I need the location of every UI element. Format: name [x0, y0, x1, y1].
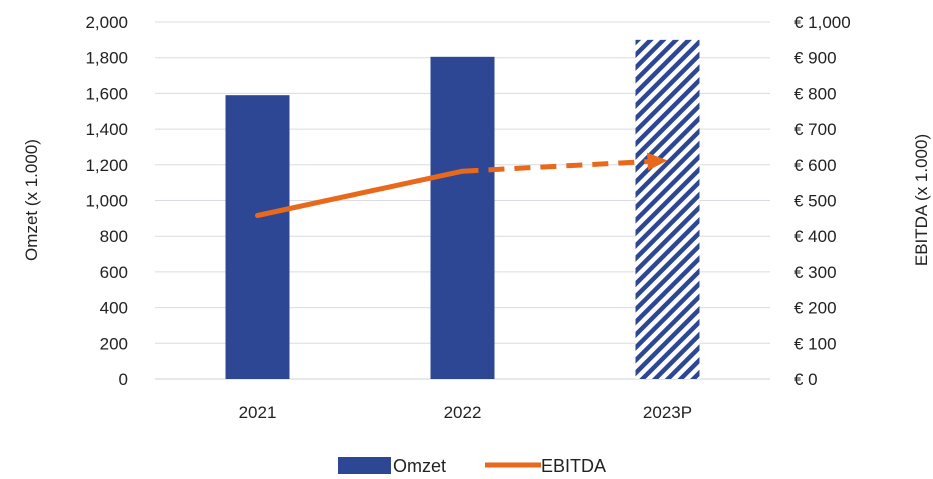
y2-tick-label: € 500	[794, 192, 837, 211]
y2-tick-label: € 800	[794, 84, 837, 103]
left-axis-ticks: 0 200 400 600 800 1,000 1,200 1,400 1,600 1,800 2,…	[85, 13, 128, 389]
ebitda-line	[255, 152, 668, 218]
ebitda-segment	[255, 168, 465, 218]
bar-omzet	[225, 95, 290, 379]
y-tick-label: 1,000	[85, 192, 128, 211]
y-tick-label: 1,600	[85, 84, 128, 103]
y2-tick-label: € 700	[794, 120, 837, 139]
right-axis-ticks: € 0 € 100 € 200 € 300 € 400 € 500 € 600 € 700 € …	[794, 13, 851, 389]
legend-swatch-omzet	[338, 457, 391, 474]
y2-tick-label: € 0	[794, 370, 818, 389]
y-tick-label: 600	[100, 263, 128, 282]
y-axis-title: Omzet (x 1.000)	[22, 139, 41, 261]
y-tick-label: 1,400	[85, 120, 128, 139]
legend-label-omzet: Omzet	[393, 456, 446, 474]
y2-tick-label: € 900	[794, 49, 837, 68]
y-tick-label: 2,000	[85, 13, 128, 32]
omzet-bars	[225, 39, 700, 380]
y-tick-label: 1,200	[85, 156, 128, 175]
y2-tick-label: € 1,000	[794, 13, 851, 32]
legend: Omzet EBITDA	[338, 456, 606, 476]
y2-tick-label: € 200	[794, 299, 837, 318]
y-tick-label: 400	[100, 299, 128, 318]
x-tick-label: 2021	[239, 403, 277, 422]
x-tick-label: 2022	[444, 403, 482, 422]
ebitda-segment-projected	[462, 158, 654, 174]
legend-label-ebitda: EBITDA	[541, 456, 606, 474]
y-tick-label: 800	[100, 227, 128, 246]
bar-omzet-projected	[635, 39, 700, 379]
y2-tick-label: € 400	[794, 227, 837, 246]
y2-tick-label: € 100	[794, 334, 837, 353]
y-tick-label: 1,800	[85, 49, 128, 68]
x-tick-label: 2023P	[643, 403, 692, 422]
y2-tick-label: € 300	[794, 263, 837, 282]
bar-omzet	[430, 56, 495, 380]
ebitda-arrowhead	[647, 152, 668, 171]
y-tick-label: 200	[100, 334, 128, 353]
y2-axis-title: EBITDA (x 1.000)	[912, 134, 931, 266]
x-axis-ticks: 2021 2022 2023P	[239, 403, 693, 422]
y-tick-label: 0	[119, 370, 128, 389]
y2-tick-label: € 600	[794, 156, 837, 175]
